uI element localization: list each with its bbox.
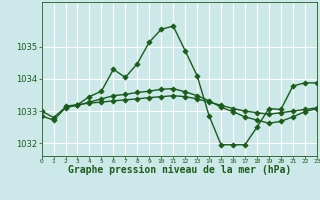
X-axis label: Graphe pression niveau de la mer (hPa): Graphe pression niveau de la mer (hPa)	[68, 165, 291, 175]
